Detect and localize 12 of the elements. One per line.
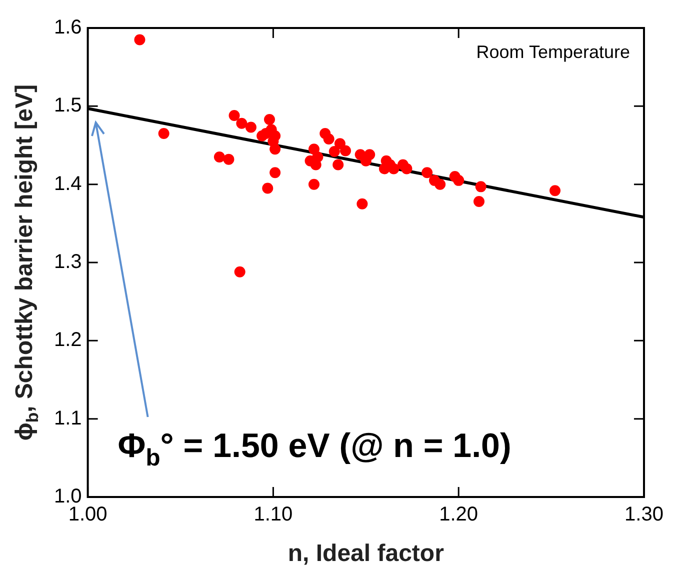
y-tick-label: 1.6 [54, 16, 82, 39]
y-tick-label: 1.3 [54, 251, 82, 274]
y-tick-label: 1.1 [54, 407, 82, 430]
y-tick-label: 1.5 [54, 94, 82, 117]
y-axis-title: ϕb, Schottky barrier height [eV] [11, 84, 42, 441]
y-tick-label: 1.2 [54, 329, 82, 352]
x-axis-title: n, Ideal factor [288, 540, 444, 567]
annotation: Room Temperature [476, 42, 630, 62]
x-tick-label: 1.10 [254, 504, 293, 526]
y-tick-label: 1.4 [54, 172, 82, 195]
x-tick-label: 1.30 [624, 504, 664, 526]
x-tick-label: 1.20 [439, 504, 478, 526]
